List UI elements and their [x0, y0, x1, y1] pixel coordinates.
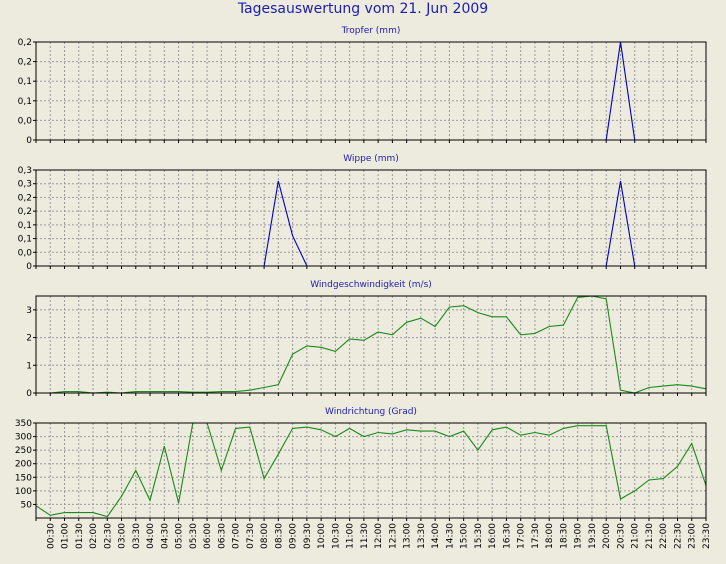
x-tick-label: 09:00 — [289, 523, 299, 549]
y-tick-label: 250 — [15, 446, 32, 456]
x-tick-label: 04:00 — [146, 523, 156, 549]
x-tick-label: 13:30 — [417, 523, 427, 549]
y-tick-label: 2 — [26, 334, 32, 344]
x-tick-label: 17:00 — [517, 523, 527, 549]
panel-title: Windgeschwindigkeit (m/s) — [310, 280, 432, 290]
y-tick-label: 0,1 — [18, 221, 32, 231]
y-tick-label: 0 — [26, 389, 32, 399]
x-tick-label: 02:30 — [103, 523, 113, 549]
x-tick-label: 01:00 — [61, 523, 71, 549]
x-tick-label: 08:30 — [274, 523, 284, 549]
x-tick-label: 05:00 — [175, 523, 185, 549]
y-tick-label: 300 — [15, 433, 32, 443]
x-tick-label: 18:30 — [559, 523, 569, 549]
y-tick-label: 0,1 — [18, 235, 32, 245]
x-tick-label: 06:00 — [203, 523, 213, 549]
x-tick-label: 16:30 — [502, 523, 512, 549]
x-tick-label: 20:30 — [617, 523, 627, 549]
y-tick-label: 0 — [26, 136, 32, 146]
plot-frame — [35, 422, 707, 519]
plot-frame — [35, 41, 707, 141]
x-tick-label: 01:30 — [75, 523, 85, 549]
plot-frame — [35, 295, 707, 394]
x-tick-label: 15:30 — [474, 523, 484, 549]
x-tick-label: 07:30 — [246, 523, 256, 549]
x-tick-label: 23:00 — [688, 523, 698, 549]
x-tick-label: 11:30 — [360, 523, 370, 549]
panel-title: Wippe (mm) — [343, 154, 399, 164]
x-tick-label: 19:30 — [588, 523, 598, 549]
x-tick-label: 06:30 — [217, 523, 227, 549]
x-tick-label: 21:00 — [631, 523, 641, 549]
x-tick-label: 14:30 — [445, 523, 455, 549]
x-tick-label: 17:30 — [531, 523, 541, 549]
x-tick-label: 08:00 — [260, 523, 270, 549]
y-tick-label: 0,2 — [18, 58, 32, 68]
y-tick-label: 0,0 — [18, 116, 33, 126]
x-tick-label: 16:00 — [488, 523, 498, 549]
x-tick-label: 09:30 — [303, 523, 313, 549]
page-title: Tagesauswertung vom 21. Jun 2009 — [237, 1, 489, 17]
y-tick-label: 0,1 — [18, 97, 32, 107]
x-tick-label: 12:00 — [374, 523, 384, 549]
x-tick-label: 03:00 — [118, 523, 128, 549]
x-tick-label: 21:30 — [645, 523, 655, 549]
y-tick-label: 0,2 — [18, 38, 32, 48]
x-tick-label: 20:00 — [602, 523, 612, 549]
y-tick-label: 100 — [15, 487, 32, 497]
x-tick-label: 18:00 — [545, 523, 555, 549]
y-tick-label: 200 — [15, 460, 32, 470]
y-tick-label: 350 — [15, 419, 32, 429]
x-tick-label: 04:30 — [160, 523, 170, 549]
x-tick-label: 15:00 — [460, 523, 470, 549]
y-tick-label: 0 — [26, 262, 32, 272]
x-tick-label: 10:30 — [331, 523, 341, 549]
x-tick-label: 19:00 — [574, 523, 584, 549]
y-tick-label: 0,2 — [18, 193, 32, 203]
plot-background — [36, 296, 706, 393]
y-tick-label: 1 — [26, 361, 32, 371]
x-tick-label: 03:30 — [132, 523, 142, 549]
plot-frame — [35, 169, 707, 267]
x-tick-label: 12:30 — [388, 523, 398, 549]
plot-background — [36, 170, 706, 266]
x-tick-label: 22:00 — [659, 523, 669, 549]
x-tick-label: 00:30 — [46, 523, 56, 549]
plot-background — [36, 42, 706, 140]
y-tick-label: 0,3 — [18, 166, 32, 176]
panel-title: Tropfer (mm) — [341, 26, 401, 36]
x-tick-label: 22:30 — [674, 523, 684, 549]
y-tick-label: 50 — [21, 500, 33, 510]
plot-background — [36, 423, 706, 518]
x-tick-label: 02:00 — [89, 523, 99, 549]
x-tick-label: 10:00 — [317, 523, 327, 549]
y-tick-label: 0,0 — [18, 248, 33, 258]
x-tick-label: 23:30 — [702, 523, 712, 549]
series-line — [35, 422, 707, 518]
y-tick-label: 150 — [15, 473, 32, 483]
x-tick-label: 05:30 — [189, 523, 199, 549]
y-tick-label: 0,1 — [18, 77, 32, 87]
x-tick-label: 13:00 — [403, 523, 413, 549]
panel-title: Windrichtung (Grad) — [325, 407, 417, 417]
x-tick-label: 14:00 — [431, 523, 441, 549]
y-tick-label: 0,3 — [18, 180, 32, 190]
x-tick-label: 11:00 — [346, 523, 356, 549]
y-tick-label: 3 — [26, 306, 32, 316]
x-tick-label: 07:00 — [232, 523, 242, 549]
y-tick-label: 0,2 — [18, 207, 32, 217]
